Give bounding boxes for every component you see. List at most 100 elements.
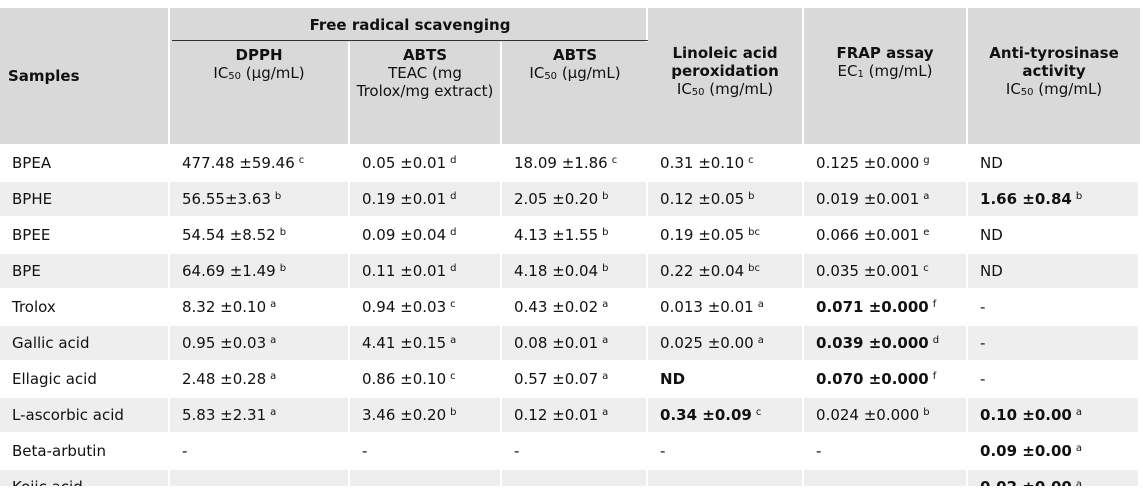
value-text: 0.12 ±0.01 (514, 406, 599, 424)
table-row: BPEE 54.54 ±8.52 b 0.09 ±0.04 d 4.13 ±1.55 b 0.… (0, 216, 1141, 252)
significance-letter: a (450, 335, 457, 346)
significance-letter: a (1075, 479, 1082, 486)
value-cell: 0.08 ±0.01 a (502, 324, 649, 360)
results-table: Samples Free radical scavenging Linoleic… (0, 8, 1141, 486)
value-cell: 0.43 ±0.02 a (502, 288, 649, 324)
significance-letter: a (602, 299, 609, 310)
significance-letter: f (932, 371, 937, 382)
value-cell: 8.32 ±0.10 a (170, 288, 350, 324)
value-text: - (980, 370, 986, 388)
significance-letter: a (1075, 443, 1082, 454)
significance-letter: c (450, 371, 456, 382)
value-text: 0.19 ±0.05 (660, 226, 745, 244)
value-text: 1.66 ±0.84 (980, 190, 1072, 208)
unit-text: EC (837, 62, 858, 80)
significance-letter: b (748, 191, 755, 202)
significance-letter: a (757, 299, 764, 310)
value-text: ND (660, 370, 686, 388)
unit-text: (mg/mL) (863, 62, 933, 80)
unit-text: IC (529, 64, 545, 82)
significance-letter: a (602, 371, 609, 382)
significance-letter: g (923, 155, 930, 166)
significance-letter: a (270, 371, 277, 382)
significance-letter: bc (748, 263, 761, 274)
value-cell: 0.19 ±0.05 bc (648, 216, 805, 252)
header-cell: Linoleic acid peroxidation IC50 (mg/mL) (648, 8, 805, 144)
value-cell: 0.22 ±0.04 bc (648, 252, 805, 288)
value-cell: 0.11 ±0.01 d (350, 252, 502, 288)
value-cell: 0.09 ±0.00 a (968, 432, 1141, 468)
value-text: 477.48 ±59.46 (182, 154, 295, 172)
unit-text: (µg/mL) (557, 64, 621, 82)
column-unit: IC50 (mg/mL) (650, 80, 800, 98)
value-text: 0.024 ±0.000 (816, 406, 920, 424)
value-text: - (816, 442, 822, 460)
column-unit: IC50 (mg/mL) (970, 80, 1138, 98)
sample-name: BPE (12, 262, 41, 280)
value-cell: 0.10 ±0.00 a (968, 396, 1141, 432)
value-cell: 4.18 ±0.04 b (502, 252, 649, 288)
value-cell: 0.12 ±0.05 b (648, 180, 805, 216)
table-row: BPEA 477.48 ±59.46 c 0.05 ±0.01 d 18.09 ±1.86… (0, 144, 1141, 180)
value-cell: 0.12 ±0.01 a (502, 396, 649, 432)
significance-letter: a (1075, 407, 1082, 418)
value-cell: 0.95 ±0.03 a (170, 324, 350, 360)
significance-letter: c (450, 299, 456, 310)
column-name: FRAP assay (836, 44, 934, 62)
unit-text: IC (676, 80, 692, 98)
table-row: Trolox 8.32 ±0.10 a 0.94 ±0.03 c 0.43 ±0.02 a 0… (0, 288, 1141, 324)
unit-subscript: 50 (1020, 87, 1034, 98)
sample-cell: BPEA (0, 144, 170, 180)
value-text: 64.69 ±1.49 (182, 262, 276, 280)
significance-letter: c (298, 155, 305, 166)
sample-cell: BPEE (0, 216, 170, 252)
column-name: Anti-tyrosinase activity (989, 44, 1119, 80)
value-cell: - (968, 324, 1141, 360)
value-text: 0.125 ±0.000 (816, 154, 920, 172)
table-container: Samples Free radical scavenging Linoleic… (0, 8, 1143, 486)
value-cell: 54.54 ±8.52 b (170, 216, 350, 252)
header-text: Samples (8, 67, 80, 85)
value-cell: 0.34 ±0.09 c (648, 396, 805, 432)
value-text: 0.94 ±0.03 (362, 298, 447, 316)
header-cell: Anti-tyrosinase activity IC50 (mg/mL) (968, 8, 1141, 144)
sample-cell: Gallic acid (0, 324, 170, 360)
value-cell: - (350, 468, 502, 486)
value-text: 4.41 ±0.15 (362, 334, 447, 352)
significance-letter: b (602, 191, 609, 202)
value-text: 0.19 ±0.01 (362, 190, 447, 208)
unit-subscript: 50 (544, 71, 558, 82)
value-cell: 0.070 ±0.000 f (804, 360, 969, 396)
value-text: 0.95 ±0.03 (182, 334, 267, 352)
value-cell: - (648, 432, 805, 468)
value-cell: 2.48 ±0.28 a (170, 360, 350, 396)
header-cell: FRAP assay EC1 (mg/mL) (804, 8, 969, 144)
group-title: Free radical scavenging (172, 10, 649, 41)
column-unit: IC50 (µg/mL) (172, 64, 346, 82)
sample-name: BPHE (12, 190, 53, 208)
value-text: 0.071 ±0.000 (816, 298, 929, 316)
value-cell: 0.125 ±0.000 g (804, 144, 969, 180)
sample-name: Ellagic acid (12, 370, 97, 388)
value-text: 0.86 ±0.10 (362, 370, 447, 388)
value-text: 2.48 ±0.28 (182, 370, 267, 388)
sample-cell: Kojic acid (0, 468, 170, 486)
unit-subscript: 50 (228, 71, 242, 82)
header-cell: Samples (0, 8, 170, 144)
header-cell: ABTS TEAC (mg Trolox/mg extract) (350, 42, 502, 144)
value-cell: 0.86 ±0.10 c (350, 360, 502, 396)
value-text: 18.09 ±1.86 (514, 154, 608, 172)
value-text: 5.83 ±2.31 (182, 406, 267, 424)
value-text: 0.039 ±0.000 (816, 334, 929, 352)
value-cell: ND (968, 144, 1141, 180)
value-cell: 0.039 ±0.000 d (804, 324, 969, 360)
value-text: - (980, 298, 986, 316)
value-text: 0.019 ±0.001 (816, 190, 920, 208)
sample-cell: Trolox (0, 288, 170, 324)
significance-letter: d (450, 227, 457, 238)
significance-letter: a (602, 335, 609, 346)
sample-cell: BPHE (0, 180, 170, 216)
header-cell: ABTS IC50 (µg/mL) (502, 42, 649, 144)
column-name: ABTS (402, 46, 448, 64)
table-body: BPEA 477.48 ±59.46 c 0.05 ±0.01 d 18.09 ±1.86… (0, 144, 1141, 486)
